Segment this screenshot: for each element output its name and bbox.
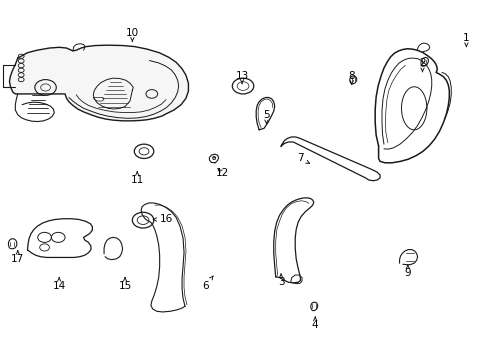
- Polygon shape: [399, 249, 417, 265]
- Text: 14: 14: [53, 278, 66, 291]
- Text: 10: 10: [125, 28, 139, 41]
- Text: 11: 11: [130, 172, 143, 185]
- Polygon shape: [281, 137, 379, 181]
- Text: 8: 8: [348, 71, 354, 84]
- Polygon shape: [9, 45, 188, 121]
- Polygon shape: [256, 98, 274, 130]
- Polygon shape: [209, 154, 218, 163]
- Polygon shape: [349, 76, 356, 84]
- Polygon shape: [273, 198, 313, 283]
- Text: 5: 5: [263, 111, 269, 123]
- Text: 13: 13: [235, 71, 248, 84]
- Polygon shape: [104, 237, 122, 260]
- Text: 1: 1: [462, 33, 468, 46]
- Text: 16: 16: [153, 215, 173, 224]
- Text: 6: 6: [202, 276, 213, 291]
- Text: 3: 3: [277, 274, 284, 287]
- Text: 17: 17: [11, 251, 24, 264]
- Text: 15: 15: [118, 278, 131, 291]
- Polygon shape: [27, 219, 92, 257]
- Polygon shape: [310, 302, 317, 311]
- Text: 9: 9: [404, 265, 410, 278]
- Polygon shape: [374, 49, 448, 163]
- Polygon shape: [8, 239, 17, 249]
- Text: 12: 12: [216, 168, 229, 178]
- Polygon shape: [141, 203, 184, 312]
- Text: 4: 4: [311, 317, 318, 330]
- Text: 2: 2: [418, 58, 425, 72]
- Text: θ: θ: [211, 156, 216, 161]
- Text: 7: 7: [297, 153, 309, 163]
- Polygon shape: [420, 57, 427, 66]
